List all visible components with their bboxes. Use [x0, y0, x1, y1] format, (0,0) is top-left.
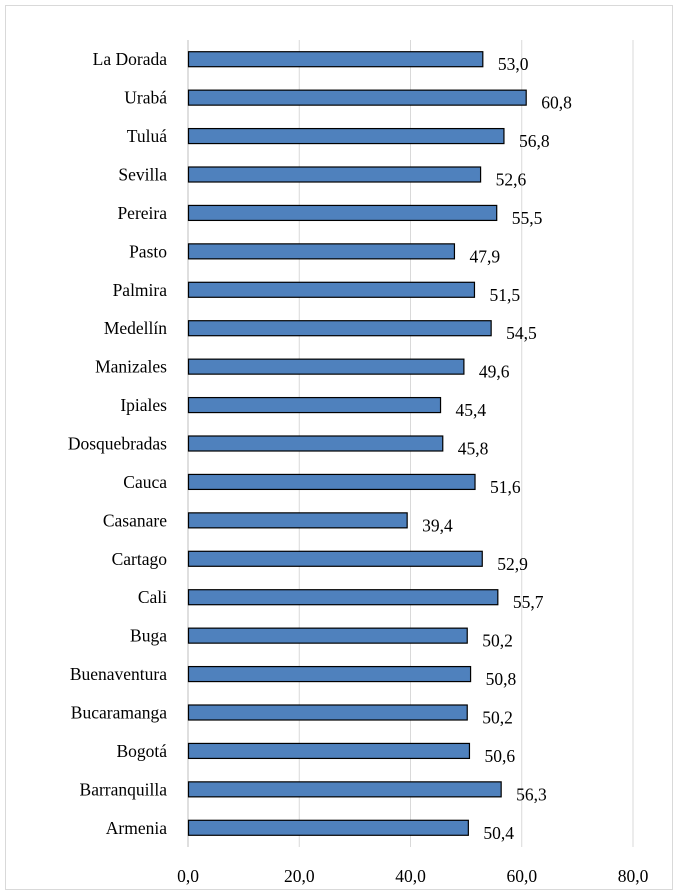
value-label: 51,6 [490, 477, 521, 497]
category-label: Cauca [123, 472, 167, 492]
category-label: Buga [130, 626, 167, 646]
bar-barranquilla [187, 781, 502, 798]
bar-sevilla [187, 166, 482, 183]
bar-tulua [187, 127, 505, 145]
value-label: 51,5 [489, 285, 520, 305]
bar-pereira [187, 204, 498, 222]
bar-cauca [187, 473, 476, 491]
category-label: La Dorada [93, 49, 168, 69]
bar-manizales [187, 358, 465, 375]
bar-uraba [187, 89, 527, 106]
bar-bogota [187, 742, 471, 760]
category-label: Barranquilla [80, 779, 168, 799]
bar-la-dorada [187, 51, 484, 68]
value-label: 45,8 [458, 439, 489, 459]
bar-cali [187, 589, 499, 606]
category-label: Urabá [124, 88, 167, 108]
bar-medellin [187, 320, 492, 337]
value-label: 50,8 [486, 669, 517, 689]
x-axis-tick-labels: 0,0 20,0 40,0 60,0 80,0 [177, 866, 649, 886]
bar-casanare [187, 512, 408, 529]
category-label: Palmira [113, 280, 168, 300]
x-tick-label: 80,0 [618, 866, 649, 886]
category-label: Armenia [106, 818, 167, 838]
category-label: Casanare [103, 510, 167, 530]
x-tick-label: 40,0 [395, 866, 426, 886]
value-label: 60,8 [541, 93, 572, 113]
category-label: Pasto [129, 241, 167, 261]
value-label: 50,4 [483, 823, 514, 843]
category-label: Medellín [104, 318, 167, 338]
bar-pasto [187, 243, 456, 260]
bar-bucaramanga [187, 704, 468, 721]
category-label: Sevilla [118, 165, 167, 185]
bar-dosquebradas [187, 435, 444, 452]
value-labels: 53,0 60,8 56,8 52,6 55,5 47,9 51,5 54,5 49,6 45,4… [422, 54, 572, 843]
category-label: Dosquebradas [68, 434, 167, 454]
x-tick-label: 60,0 [506, 866, 537, 886]
value-label: 52,9 [497, 554, 528, 574]
value-label: 55,5 [512, 208, 543, 228]
value-label: 50,2 [482, 631, 513, 651]
category-labels: La Dorada Urabá Tuluá Sevilla Pereira Pasto Pa… [68, 49, 167, 838]
category-label: Ipiales [120, 395, 167, 415]
category-label: Manizales [95, 357, 167, 377]
x-tick-label: 20,0 [284, 866, 315, 886]
value-label: 54,5 [506, 323, 537, 343]
value-label: 56,3 [516, 784, 547, 804]
value-label: 50,2 [482, 708, 513, 728]
bar-buga [187, 627, 468, 644]
bar-armenia [187, 819, 469, 836]
category-label: Tuluá [127, 126, 167, 146]
value-label: 56,8 [519, 131, 550, 151]
value-label: 45,4 [456, 400, 487, 420]
bar-ipiales [187, 396, 442, 414]
value-label: 55,7 [513, 592, 544, 612]
bar-cartago [187, 550, 483, 567]
category-label: Bucaramanga [71, 703, 167, 723]
category-label: Cartago [112, 549, 168, 569]
category-label: Bogotá [116, 741, 167, 761]
category-label: Buenaventura [70, 664, 167, 684]
category-label: Cali [138, 587, 167, 607]
bars [187, 51, 527, 836]
value-label: 39,4 [422, 515, 453, 535]
category-label: Pereira [117, 203, 167, 223]
value-label: 50,6 [484, 746, 515, 766]
bar-palmira [187, 281, 476, 298]
value-label: 52,6 [496, 170, 527, 190]
bar-buenaventura [187, 665, 472, 683]
value-label: 53,0 [498, 54, 529, 74]
value-label: 49,6 [479, 362, 510, 382]
x-tick-label: 0,0 [177, 866, 199, 886]
value-label: 47,9 [469, 246, 500, 266]
